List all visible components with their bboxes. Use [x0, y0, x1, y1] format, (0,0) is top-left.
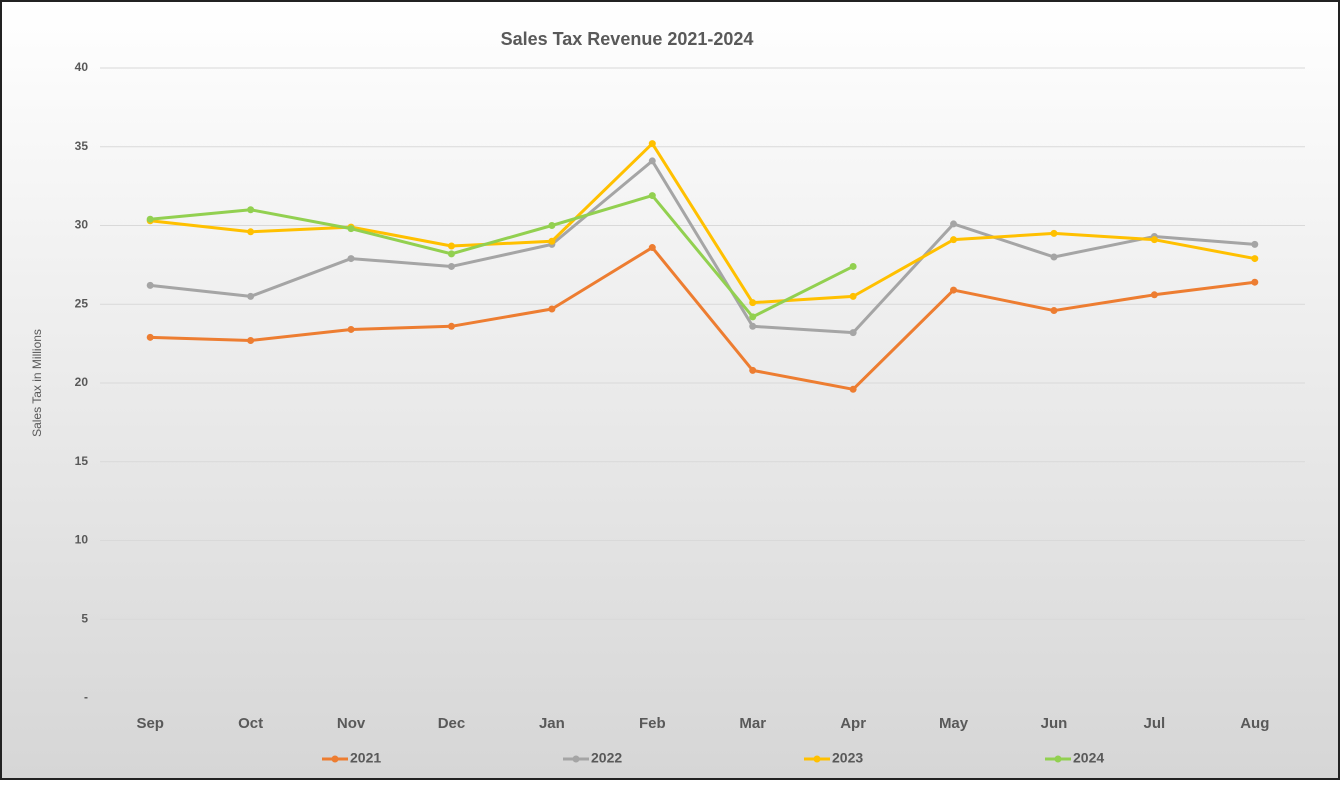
x-tick-label: May	[939, 715, 969, 732]
y-axis-label: Sales Tax in Millions	[30, 329, 44, 437]
data-point	[247, 206, 255, 214]
data-point	[146, 333, 154, 341]
y-tick-label: 40	[75, 60, 89, 74]
data-point	[548, 305, 556, 313]
x-tick-label: Jan	[539, 715, 565, 732]
x-tick-label: Jul	[1144, 715, 1166, 732]
series-line	[150, 159, 1255, 335]
x-tick-label: Dec	[438, 715, 466, 732]
legend-marker	[572, 755, 580, 763]
data-point	[247, 336, 255, 344]
x-tick-label: Mar	[739, 715, 766, 732]
data-point	[749, 299, 757, 307]
legend-marker	[1054, 755, 1062, 763]
x-tick-label: Aug	[1240, 715, 1269, 732]
data-point	[1050, 307, 1058, 315]
series-line	[150, 194, 854, 319]
legend-label: 2023	[832, 750, 863, 766]
x-tick-label: Feb	[639, 715, 666, 732]
y-tick-label: 5	[81, 611, 88, 625]
data-point	[950, 286, 958, 294]
data-point	[1251, 240, 1259, 248]
data-point	[648, 192, 656, 200]
data-point	[347, 225, 355, 233]
legend-label: 2022	[591, 750, 622, 766]
data-point	[849, 329, 857, 337]
data-point	[447, 250, 455, 258]
x-tick-label: Oct	[238, 715, 263, 732]
data-point	[950, 236, 958, 244]
data-point	[1251, 278, 1259, 286]
data-point	[247, 228, 255, 236]
data-point	[447, 242, 455, 250]
series-line	[150, 246, 1255, 391]
y-tick-label: 10	[75, 533, 89, 547]
data-point	[849, 385, 857, 393]
y-tick-label: 25	[75, 296, 89, 310]
data-point	[447, 322, 455, 330]
data-point	[146, 215, 154, 223]
data-point	[950, 220, 958, 228]
x-tick-label: Sep	[136, 715, 164, 732]
legend-marker	[813, 755, 821, 763]
y-tick-label: 15	[75, 454, 89, 468]
data-point	[648, 140, 656, 148]
data-point	[849, 292, 857, 300]
data-point	[548, 222, 556, 229]
y-tick-label: 30	[75, 218, 89, 232]
data-point	[749, 313, 757, 321]
data-point	[1150, 236, 1158, 244]
data-point	[1251, 255, 1259, 263]
chart-title: Sales Tax Revenue 2021-2024	[501, 29, 754, 49]
data-point	[1050, 253, 1058, 261]
legend-label: 2021	[350, 750, 381, 766]
data-point	[749, 322, 757, 330]
data-point	[749, 366, 757, 374]
series-line	[150, 142, 1256, 305]
data-point	[146, 281, 154, 289]
y-tick-label: -	[84, 690, 88, 704]
data-point	[648, 157, 656, 165]
data-point	[247, 292, 255, 300]
data-point	[648, 244, 656, 252]
x-tick-label: Nov	[337, 715, 366, 732]
legend-label: 2024	[1073, 750, 1104, 766]
legend-marker	[331, 755, 339, 763]
x-tick-label: Jun	[1041, 715, 1068, 732]
data-point	[548, 237, 556, 245]
data-point	[1050, 229, 1058, 237]
y-tick-label: 20	[75, 375, 89, 389]
data-point	[447, 262, 455, 270]
y-tick-label: 35	[75, 139, 89, 153]
data-point	[1150, 291, 1158, 299]
x-tick-label: Apr	[840, 715, 866, 732]
data-point	[347, 255, 355, 263]
data-point	[347, 325, 355, 333]
data-point	[849, 262, 857, 270]
